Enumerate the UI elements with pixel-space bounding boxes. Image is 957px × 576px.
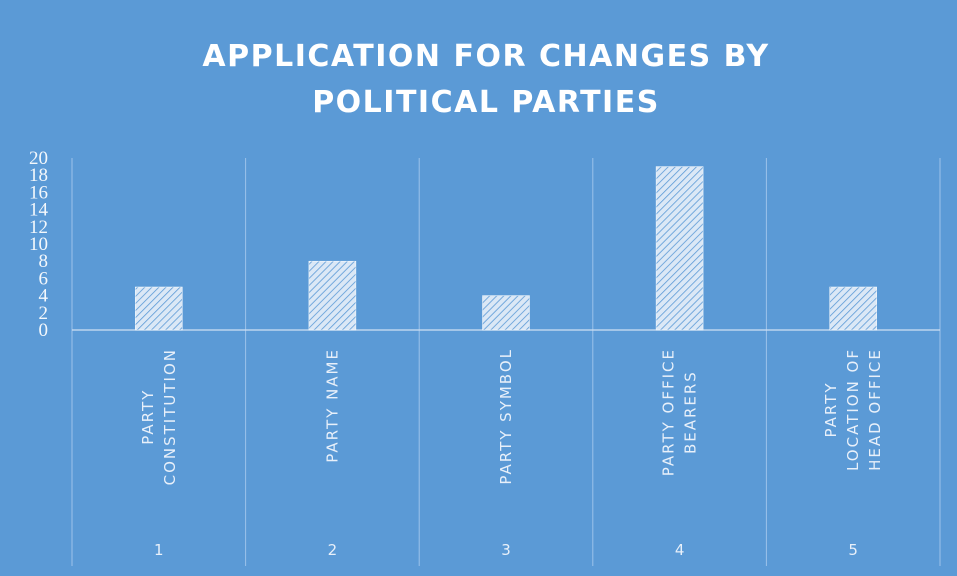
x-tick-label: BEARERS bbox=[682, 370, 700, 454]
y-tick-label: 4 bbox=[39, 286, 49, 307]
x-tick-label: HEAD OFFICE bbox=[866, 348, 884, 471]
x-category-label: PARTY OFFICE BEARERS bbox=[660, 348, 700, 476]
x-index-label: 4 bbox=[675, 541, 685, 559]
x-tick-label: PARTY bbox=[139, 389, 157, 445]
bar bbox=[482, 295, 530, 331]
y-tick-label: 20 bbox=[29, 148, 48, 169]
bar bbox=[135, 286, 183, 331]
x-category-label: PARTY CONSTITUTION bbox=[139, 348, 179, 485]
chart-title: POLITICAL PARTIES bbox=[312, 85, 660, 120]
y-tick-label: 12 bbox=[29, 217, 48, 238]
bar bbox=[308, 260, 357, 331]
y-tick-label: 0 bbox=[39, 320, 49, 341]
chart-title: APPLICATION FOR CHANGES BY bbox=[202, 39, 769, 74]
y-tick-label: 10 bbox=[29, 234, 48, 255]
x-category-label: PARTY NAME bbox=[323, 348, 341, 463]
x-tick-label: PARTY SYMBOL bbox=[497, 348, 515, 485]
x-category-label: PARTY LOCATION OF HEAD OFFICE bbox=[822, 348, 884, 471]
y-tick-label: 6 bbox=[39, 268, 49, 289]
x-tick-label: PARTY OFFICE bbox=[660, 348, 678, 476]
x-tick-label: PARTY bbox=[822, 382, 840, 438]
x-index-label: 2 bbox=[328, 541, 338, 559]
bar bbox=[655, 166, 704, 331]
x-index-label: 5 bbox=[848, 541, 858, 559]
x-index-label: 1 bbox=[154, 541, 164, 559]
y-tick-label: 14 bbox=[29, 200, 49, 221]
x-tick-label: LOCATION OF bbox=[844, 348, 862, 471]
x-category-label: PARTY SYMBOL bbox=[497, 348, 515, 485]
y-tick-label: 2 bbox=[39, 303, 49, 324]
bar bbox=[829, 286, 877, 331]
y-tick-label: 16 bbox=[29, 182, 48, 203]
y-tick-label: 8 bbox=[39, 251, 49, 272]
x-index-label: 3 bbox=[501, 541, 511, 559]
x-tick-label: CONSTITUTION bbox=[161, 348, 179, 485]
x-tick-label: PARTY NAME bbox=[323, 348, 341, 463]
y-tick-label: 18 bbox=[29, 165, 48, 186]
